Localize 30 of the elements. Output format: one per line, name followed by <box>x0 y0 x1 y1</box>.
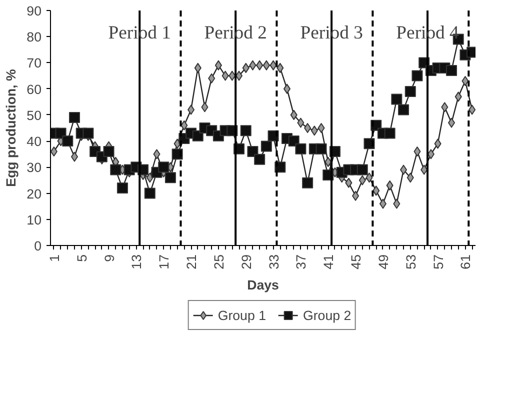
x-tick-label: 5 <box>74 254 90 262</box>
x-tick-label: 45 <box>348 254 364 270</box>
x-axis-title: Days <box>247 277 279 292</box>
y-tick-label: 20 <box>26 186 42 202</box>
y-tick-label: 90 <box>26 4 42 18</box>
x-tick-label: 17 <box>156 254 172 270</box>
y-tick-label: 40 <box>26 134 42 150</box>
y-tick-label: 10 <box>26 212 42 228</box>
legend-label: Group 1 <box>218 308 266 322</box>
x-tick-label: 1 <box>46 254 62 262</box>
x-tick-label: 37 <box>294 254 309 270</box>
x-tick-label: 53 <box>403 254 418 270</box>
x-tick-label: 21 <box>184 254 200 270</box>
y-tick-label: 70 <box>26 56 42 71</box>
x-tick-label: 57 <box>430 254 446 270</box>
y-tick-label: 80 <box>26 30 42 45</box>
x-tick-label: 25 <box>211 254 226 270</box>
x-tick-label: 13 <box>129 254 144 270</box>
x-tick-label: 29 <box>238 254 254 270</box>
y-axis-title: Egg production, % <box>4 68 19 187</box>
x-tick-label: 49 <box>376 254 391 270</box>
y-tick-label: 0 <box>34 238 42 254</box>
y-tick-label: 30 <box>26 160 42 176</box>
x-tick-label: 9 <box>102 254 117 262</box>
legend-label: Group 2 <box>303 308 352 322</box>
x-tick-label: 33 <box>266 254 282 270</box>
y-tick-label: 50 <box>26 108 42 123</box>
x-tick-label: 61 <box>458 254 474 270</box>
y-tick-label: 60 <box>26 82 42 97</box>
x-tick-label: 41 <box>321 254 336 270</box>
